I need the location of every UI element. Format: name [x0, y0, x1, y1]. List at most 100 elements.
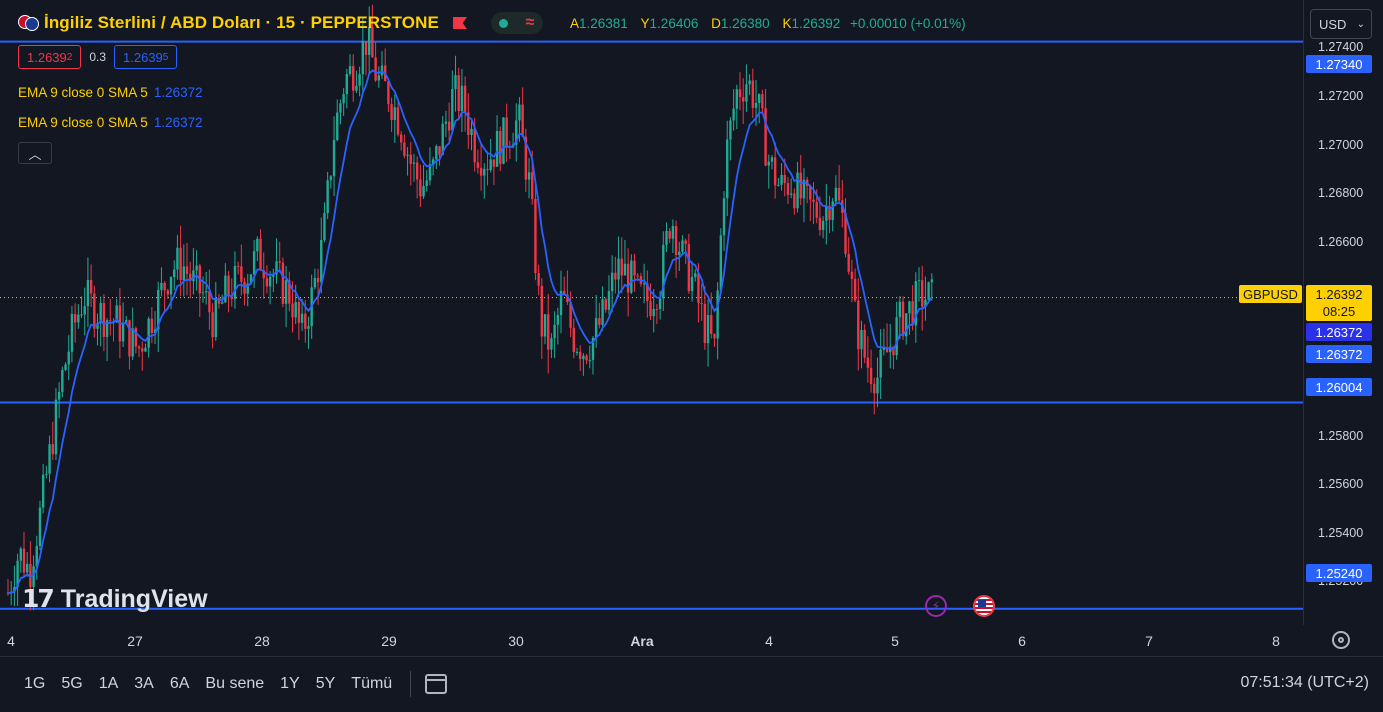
candle-body — [773, 157, 777, 186]
candle-body — [83, 306, 86, 315]
candle-body — [703, 303, 707, 344]
candle-body — [550, 338, 553, 350]
candle-body — [275, 261, 278, 275]
data-delay-icon: ≈ — [525, 14, 535, 31]
candle-body — [537, 272, 540, 286]
candle-body — [454, 75, 457, 90]
candle-body — [901, 301, 905, 337]
candle-body — [406, 154, 409, 156]
time-tick: 28 — [254, 633, 270, 649]
candle-body — [594, 318, 598, 338]
gear-icon[interactable] — [1332, 631, 1350, 649]
line-price-tag[interactable]: 1.25240 — [1306, 564, 1372, 582]
candle-body — [531, 172, 534, 200]
candle-body — [684, 240, 687, 245]
candle-body — [742, 97, 745, 102]
candle-body — [658, 298, 662, 310]
range-button-all[interactable]: Tümü — [351, 675, 393, 692]
candle-body — [502, 117, 505, 164]
range-button-5d[interactable]: 5G — [61, 675, 83, 692]
range-button-1m[interactable]: 1A — [98, 675, 119, 692]
candle-body — [304, 313, 307, 329]
candle-body — [157, 289, 160, 330]
candle-body — [268, 276, 272, 287]
candle-body — [588, 359, 591, 361]
sell-button[interactable]: 1.2639 2 — [18, 45, 82, 69]
candle-body — [278, 261, 281, 263]
candle-body — [307, 326, 310, 329]
calendar-goto-icon[interactable] — [425, 674, 448, 694]
candle-body — [435, 146, 438, 160]
candle-body — [610, 272, 614, 292]
candle-body — [147, 318, 150, 348]
range-button-5y[interactable]: 5Y — [315, 675, 336, 692]
candle-body — [815, 201, 818, 218]
indicator-value: 1.26372 — [153, 115, 203, 130]
tradingview-logo-icon: 𝟭𝟳 — [22, 585, 55, 613]
candle-body — [921, 280, 924, 307]
candle-body — [387, 81, 390, 104]
sell-price-pip: 2 — [66, 51, 73, 63]
us-flag-icon[interactable] — [973, 595, 995, 617]
candle-body — [850, 271, 854, 279]
candle-body — [719, 235, 723, 291]
candle-body — [834, 187, 838, 202]
candle-body — [284, 280, 288, 304]
date-range-buttons: 1G 5G 1A 3A 6A Bu sene 1Y 5Y Tümü — [16, 671, 448, 697]
candle-body — [233, 265, 237, 300]
candle-body — [735, 89, 739, 109]
price-axis[interactable]: 1.27400 1.27200 1.27000 1.26800 1.26600 … — [1303, 0, 1383, 625]
clock-timezone[interactable]: 07:51:34 (UTC+2) — [1240, 674, 1369, 691]
line-price-tag[interactable]: 1.26004 — [1306, 378, 1372, 396]
candle-body — [313, 278, 317, 288]
symbol-title[interactable]: İngiliz Sterlini / ABD Doları · 15 · PEP… — [44, 13, 439, 32]
ema-price-tag: 1.26372 — [1306, 323, 1372, 341]
candle-body — [857, 300, 860, 350]
tradingview-logo[interactable]: 𝟭𝟳 TradingView — [22, 584, 208, 614]
candle-body — [681, 240, 684, 252]
candle-body — [393, 107, 396, 121]
range-button-6m[interactable]: 6A — [169, 675, 190, 692]
range-button-ytd[interactable]: Bu sene — [205, 675, 265, 692]
price-tick: 1.26800 — [1318, 186, 1364, 200]
collapse-legend-button[interactable]: ︿ — [18, 142, 52, 164]
candle-body — [105, 320, 109, 337]
line-price-tag[interactable]: 1.27340 — [1306, 55, 1372, 73]
candle-body — [908, 301, 911, 314]
candle-body — [403, 142, 406, 156]
candle-body — [812, 199, 815, 202]
candle-body — [499, 131, 502, 164]
candle-body — [259, 238, 262, 271]
buy-button[interactable]: 1.2639 5 — [114, 45, 178, 69]
candle-body — [882, 347, 886, 350]
candle-body — [352, 66, 355, 91]
candle-body — [144, 347, 147, 352]
candle-body — [447, 121, 451, 131]
currency-value: USD — [1319, 16, 1347, 32]
chevron-down-icon: ⌄ — [1356, 18, 1365, 30]
candle-body — [495, 131, 499, 167]
candle-body — [182, 266, 186, 281]
candle-body — [45, 473, 48, 475]
market-status-pill[interactable]: ≈ — [490, 12, 543, 34]
chart-area[interactable]: İngiliz Sterlini / ABD Doları · 15 · PEP… — [0, 0, 1303, 625]
indicator-label: EMA 9 close 0 SMA 5 — [18, 85, 148, 100]
flag-icon[interactable] — [452, 17, 467, 29]
candle-body — [441, 123, 444, 155]
range-button-1d[interactable]: 1G — [24, 675, 46, 692]
range-button-3m[interactable]: 3A — [134, 675, 154, 692]
ohlc-close-value: 1.26392 — [791, 15, 841, 31]
indicator-legend-1[interactable]: EMA 9 close 0 SMA 5 1.26372 — [18, 85, 203, 100]
candle-body — [860, 329, 863, 350]
candle-body — [368, 27, 371, 55]
lightning-icon[interactable]: ⚡ — [925, 595, 947, 617]
candle-body — [390, 103, 393, 121]
candle-body — [917, 280, 921, 282]
candle-body — [876, 377, 879, 394]
range-button-1y[interactable]: 1Y — [280, 675, 300, 692]
currency-select[interactable]: USD ⌄ — [1310, 9, 1372, 39]
time-axis[interactable]: 4 27 28 29 30 Ara 4 5 6 7 8 — [0, 625, 1350, 655]
indicator-legend-2[interactable]: EMA 9 close 0 SMA 5 1.26372 — [18, 115, 203, 130]
candle-body — [831, 201, 834, 220]
price-chart[interactable] — [0, 0, 1303, 625]
